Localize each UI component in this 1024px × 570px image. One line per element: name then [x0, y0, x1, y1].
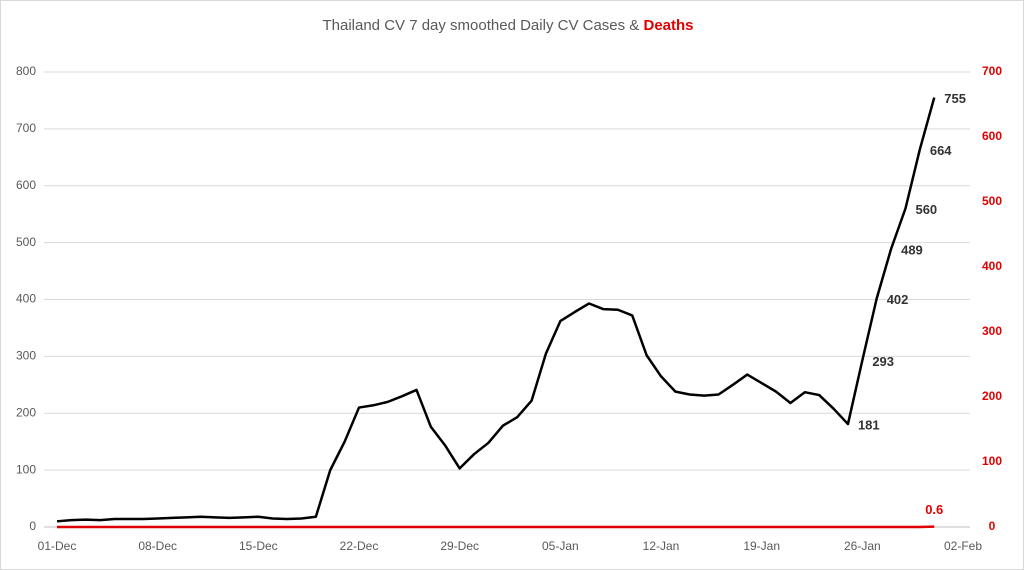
x-tick-label: 22-Dec — [340, 539, 379, 553]
x-tick-label: 12-Jan — [643, 539, 680, 553]
x-tick-label: 29-Dec — [440, 539, 479, 553]
title-deaths: Deaths — [643, 17, 693, 34]
y-tick-label: 400 — [16, 292, 36, 306]
y2-tick-label: 600 — [982, 129, 1002, 143]
x-tick-label: 01-Dec — [38, 539, 77, 553]
y-tick-label: 800 — [16, 64, 36, 78]
y-tick-label: 600 — [16, 178, 36, 192]
y2-tick-label: 100 — [982, 454, 1002, 468]
data-label: 293 — [872, 354, 894, 369]
y-tick-label: 500 — [16, 235, 36, 249]
data-label: 755 — [944, 91, 966, 106]
series-line — [56, 97, 936, 523]
x-tick-label: 08-Dec — [138, 539, 177, 553]
y2-tick-label: 700 — [982, 64, 1002, 78]
data-label: 489 — [901, 242, 923, 257]
x-tick-label: 26-Jan — [844, 539, 881, 553]
y-tick-label: 100 — [16, 462, 36, 476]
y2-tick-label: 400 — [982, 259, 1002, 273]
data-label: 181 — [858, 417, 880, 432]
title-main: Thailand CV 7 day smoothed Daily CV Case… — [322, 17, 639, 34]
y-tick-label: 200 — [16, 405, 36, 419]
y-tick-label: 300 — [16, 349, 36, 363]
y2-tick-label: 500 — [982, 194, 1002, 208]
data-label: 402 — [887, 292, 909, 307]
x-tick-label: 05-Jan — [542, 539, 579, 553]
data-label: 0.6 — [925, 502, 943, 517]
x-tick-label: 19-Jan — [743, 539, 780, 553]
y-tick-label: 0 — [29, 519, 36, 533]
data-label: 664 — [930, 143, 952, 158]
x-tick-label: 15-Dec — [239, 539, 278, 553]
x-tick-label: 02-Feb — [944, 539, 982, 553]
y-tick-label: 700 — [16, 121, 36, 135]
chart-title: Thailand CV 7 day smoothed Daily CV Case… — [322, 17, 693, 34]
data-label: 560 — [915, 202, 937, 217]
y2-tick-label: 300 — [982, 324, 1002, 338]
y2-tick-label: 200 — [982, 389, 1002, 403]
y2-tick-label: 0 — [989, 519, 996, 533]
